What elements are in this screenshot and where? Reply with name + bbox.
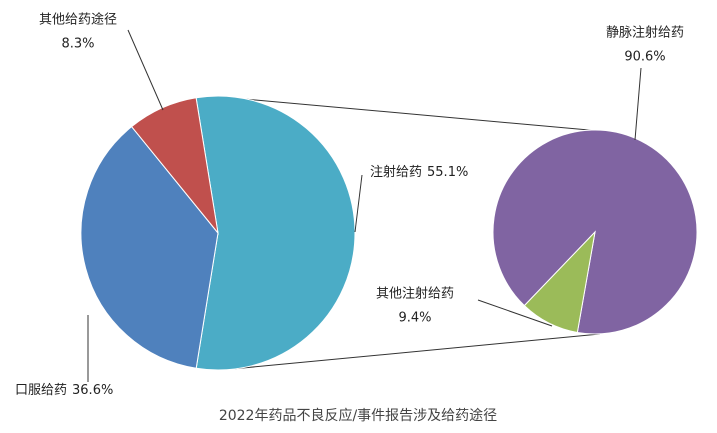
slice-label: 口服给药 36.6%	[15, 383, 113, 398]
category-label: 静脉注射给药	[606, 25, 684, 41]
value-label: 55.1%	[427, 165, 468, 180]
pie-slice	[80, 125, 219, 369]
leader-line	[477, 299, 553, 327]
slice-label: 注射给药 55.1%	[370, 164, 468, 180]
leader-line	[354, 174, 363, 233]
connector-line	[231, 333, 601, 370]
category-label: 其他注射给药	[376, 286, 454, 302]
connector-line	[221, 96, 601, 132]
category-label: 注射给药	[370, 164, 422, 180]
chart-title: 2022年药品不良反应/事件报告涉及给药途径	[219, 407, 497, 424]
value-label: 9.4%	[398, 311, 431, 326]
category-label: 其他给药途径	[39, 12, 117, 28]
leader-line	[634, 67, 642, 141]
value-label: 36.6%	[72, 383, 113, 398]
pie-slice	[195, 95, 356, 371]
leader-line	[127, 29, 164, 111]
category-label: 口服给药	[15, 383, 67, 398]
pie-slice	[523, 230, 596, 334]
value-label: 8.3%	[61, 37, 94, 52]
value-label: 90.6%	[624, 50, 665, 65]
